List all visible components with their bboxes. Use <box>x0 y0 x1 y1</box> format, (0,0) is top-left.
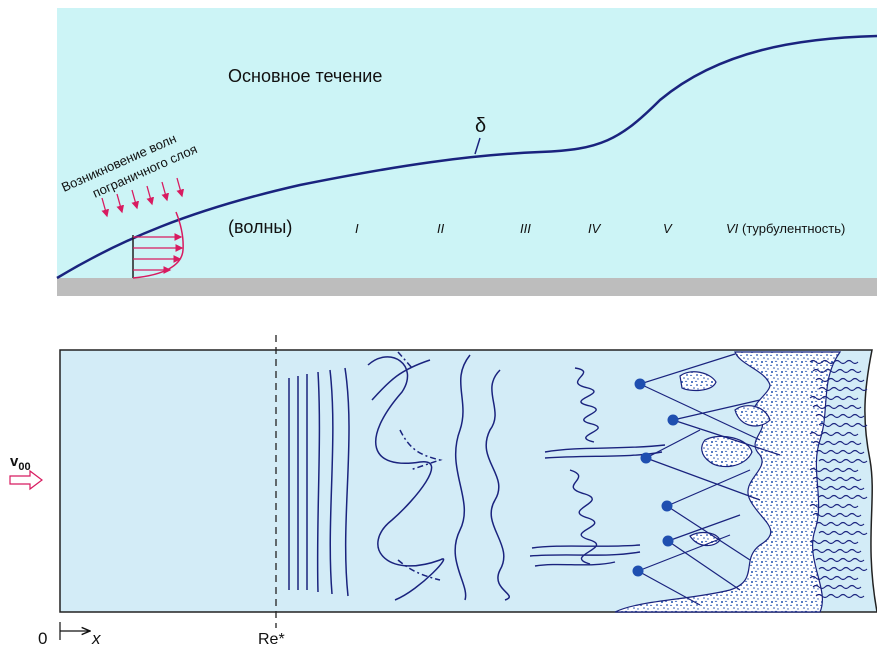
turbulent-spots <box>679 371 771 547</box>
ripple-line <box>809 503 859 509</box>
ripple-line <box>818 494 868 500</box>
main-flow-label: Основное течение <box>228 66 382 86</box>
critical-re-label: Re* <box>258 631 285 648</box>
flow-region <box>57 8 877 278</box>
ripple-line <box>815 593 865 599</box>
turbulent-ripples <box>809 359 868 599</box>
boundary-layer-edge <box>56 34 877 280</box>
stage-2-label: II <box>437 221 445 236</box>
ripple-line <box>812 404 862 410</box>
velocity-subscript: 00 <box>18 461 30 473</box>
ripple-line <box>809 539 859 545</box>
delta-pointer <box>474 137 481 155</box>
ripple-line <box>812 368 862 374</box>
stage-4-label: IV <box>588 221 602 236</box>
ripple-line <box>812 512 862 518</box>
velocity-profile <box>132 211 184 279</box>
boundary-layer-panel: Основное течение δ Возникновение волн по… <box>56 8 877 296</box>
straight-waves <box>288 367 350 597</box>
stage-waves-label: (волны) <box>228 217 292 237</box>
disturbance-arrows <box>101 177 185 218</box>
stage-1-label: I <box>355 221 359 236</box>
ripple-line <box>812 584 862 590</box>
velocity-symbol: v <box>10 453 19 470</box>
ripple-line <box>818 422 868 428</box>
ripple-line <box>815 449 865 455</box>
free-stream-arrow <box>9 469 43 491</box>
origin-label: 0 <box>38 629 47 648</box>
delta-label: δ <box>475 115 486 137</box>
ripple-line <box>815 377 865 383</box>
spot-rays <box>637 353 781 606</box>
ripple-line <box>815 557 865 563</box>
ripple-line <box>818 386 868 392</box>
ripple-line <box>812 440 862 446</box>
ripple-line <box>809 395 859 401</box>
stage-3-label: III <box>520 221 531 236</box>
stage-5-label: V <box>663 221 673 236</box>
ripple-line <box>809 575 859 581</box>
ripple-line <box>809 431 859 437</box>
wall-plate <box>57 278 877 296</box>
stage-6-label: VI <box>726 221 739 236</box>
stage-6-note: (турбулентность) <box>742 221 845 236</box>
ripple-line <box>818 530 868 536</box>
ripple-line <box>815 521 865 527</box>
ripple-line <box>815 413 865 419</box>
ripple-line <box>818 566 868 572</box>
plan-view-panel: v00 0 x Re* <box>9 335 877 648</box>
ripple-line <box>818 458 868 464</box>
spot-origins <box>632 378 679 577</box>
ripple-line <box>809 467 859 473</box>
x-axis-label: x <box>91 629 101 648</box>
distorted-waves <box>367 351 511 601</box>
ripple-line <box>815 485 865 491</box>
ripple-line <box>809 359 859 365</box>
free-stream-velocity-label: v00 <box>10 453 31 473</box>
ripple-line <box>812 476 862 482</box>
ripple-line <box>812 548 862 554</box>
wave-packets <box>529 367 666 567</box>
